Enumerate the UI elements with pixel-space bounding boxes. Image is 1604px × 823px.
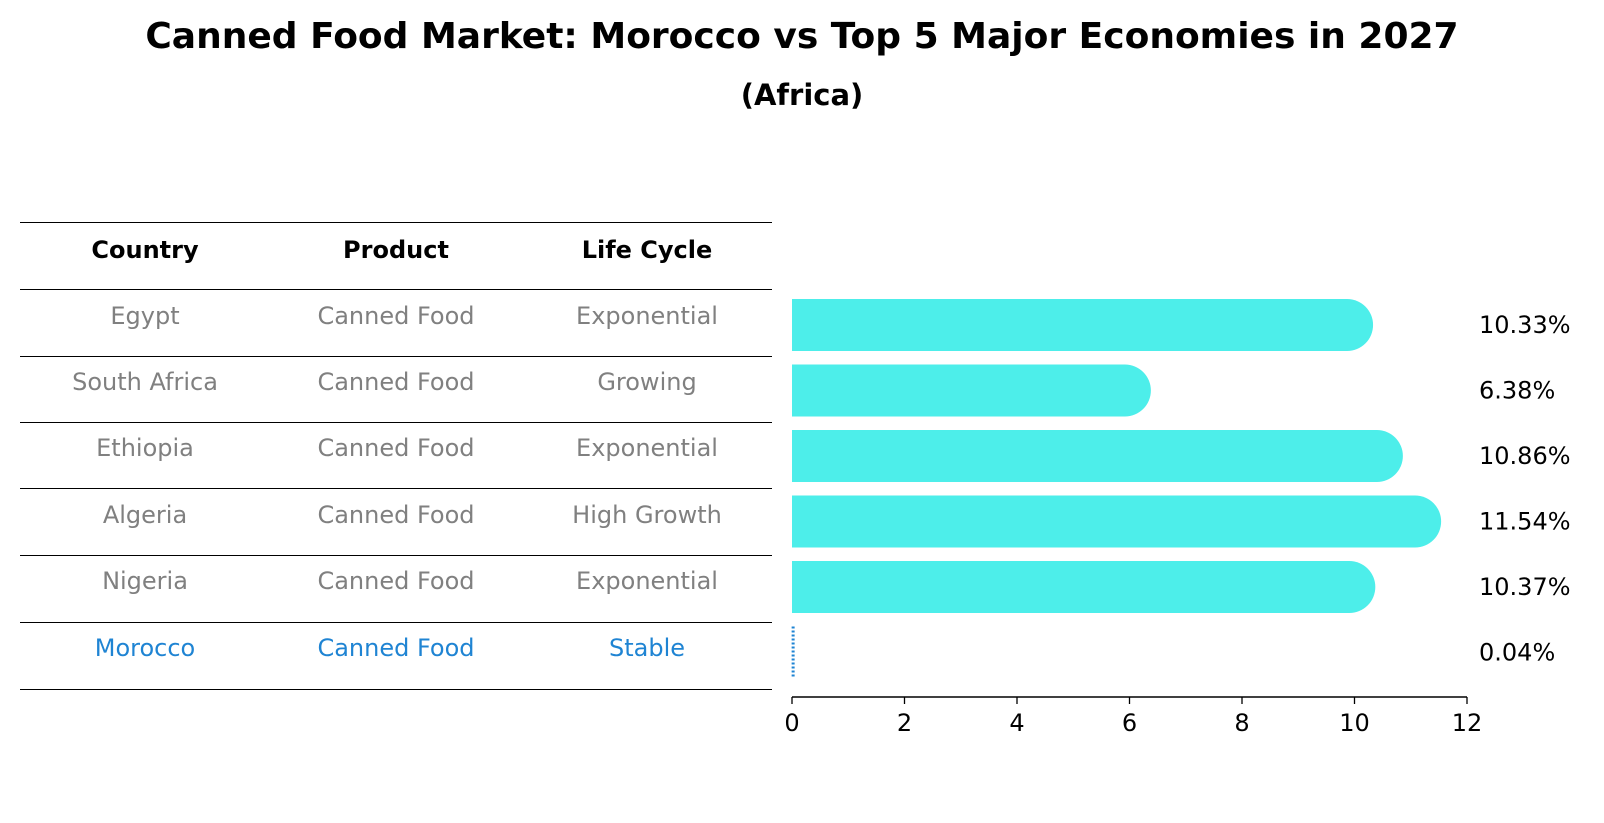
bar-ethiopia	[792, 430, 1403, 482]
row-morocco-country: Morocco	[94, 634, 196, 662]
value-label-morocco: 0.04%	[1479, 639, 1555, 667]
value-label-south-africa: 6.38%	[1479, 377, 1555, 405]
row-south-africa-product: Canned Food	[317, 368, 475, 396]
row-ethiopia-life-cycle: Exponential	[576, 434, 718, 462]
value-label-nigeria: 10.37%	[1479, 573, 1571, 601]
table-row-rule	[20, 488, 772, 489]
table-header-rule	[20, 289, 772, 290]
x-tick-label: 12	[1452, 709, 1483, 737]
row-egypt-country: Egypt	[110, 302, 180, 330]
row-nigeria-life-cycle: Exponential	[576, 567, 718, 595]
x-tick-label: 10	[1339, 709, 1370, 737]
row-nigeria-product: Canned Food	[317, 567, 475, 595]
x-tick-label: 6	[1122, 709, 1137, 737]
bar-algeria	[792, 495, 1442, 548]
x-tick-label: 2	[897, 709, 912, 737]
x-tick-label: 4	[1009, 709, 1024, 737]
bar-nigeria	[792, 561, 1376, 613]
row-algeria-product: Canned Food	[317, 501, 475, 529]
row-algeria-country: Algeria	[102, 501, 188, 529]
row-south-africa-life-cycle: Growing	[597, 368, 697, 396]
table-bottom-rule	[20, 689, 772, 690]
row-egypt-product: Canned Food	[317, 302, 475, 330]
row-ethiopia-product: Canned Food	[317, 434, 475, 462]
row-morocco-life-cycle: Stable	[608, 634, 686, 662]
bar-egypt	[792, 299, 1374, 351]
bar-south-africa	[792, 364, 1151, 417]
row-egypt-life-cycle: Exponential	[576, 302, 718, 330]
header-product: Product	[343, 236, 449, 264]
value-label-egypt: 10.33%	[1479, 311, 1571, 339]
row-ethiopia-country: Ethiopia	[96, 434, 194, 462]
row-morocco-product: Canned Food	[317, 634, 475, 662]
x-tick-label: 0	[784, 709, 799, 737]
chart-title: Canned Food Market: Morocco vs Top 5 Maj…	[145, 16, 1459, 57]
table-row-rule	[20, 555, 772, 556]
header-life-cycle: Life Cycle	[581, 236, 713, 264]
chart-subtitle: (Africa)	[740, 78, 864, 112]
x-tick-label: 8	[1234, 709, 1249, 737]
table-top-rule	[20, 222, 772, 223]
header-country: Country	[91, 236, 199, 264]
value-label-ethiopia: 10.86%	[1479, 442, 1571, 470]
table-row-rule	[20, 622, 772, 623]
row-south-africa-country: South Africa	[72, 368, 218, 396]
row-algeria-life-cycle: High Growth	[572, 501, 722, 529]
table-row-rule	[20, 356, 772, 357]
row-nigeria-country: Nigeria	[102, 567, 188, 595]
value-label-algeria: 11.54%	[1479, 508, 1571, 536]
table-row-rule	[20, 422, 772, 423]
